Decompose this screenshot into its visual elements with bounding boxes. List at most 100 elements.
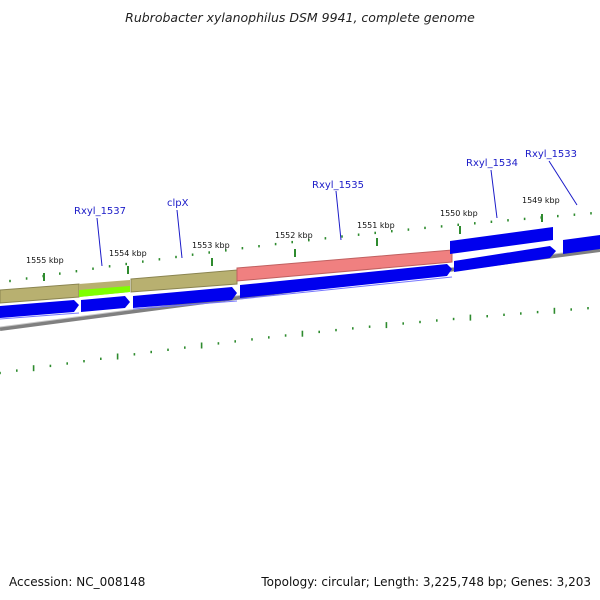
tick-mark (590, 212, 592, 215)
tick-mark (587, 307, 589, 310)
tick-mark (318, 330, 320, 334)
tick-mark (0, 371, 1, 375)
tick-mark (570, 308, 572, 311)
tick-mark (402, 322, 404, 325)
tick-mark (234, 340, 236, 343)
tick-mark (424, 226, 426, 230)
tick-mark (133, 353, 136, 356)
tick-mark (536, 310, 539, 314)
tick-mark (258, 245, 260, 248)
tick-mark (557, 214, 559, 218)
tick-mark (440, 225, 443, 228)
tick-mark (217, 342, 220, 345)
gene-label-rxyl-1537[interactable]: Rxyl_1537 (74, 206, 126, 217)
gene-labels: Rxyl_1537 clpX Rxyl_1535 Rxyl_1534 Rxyl_… (74, 149, 578, 267)
tick-mark (357, 233, 360, 236)
tick-mark (391, 230, 393, 233)
tick-mark (49, 364, 52, 368)
tick-mark (200, 342, 203, 349)
gene-label-rxyl-1534[interactable]: Rxyl_1534 (466, 158, 518, 169)
tick-label-1551: 1551 kbp (357, 221, 395, 230)
tick-mark (225, 249, 227, 252)
map-title: Rubrobacter xylanophilus DSM 9941, compl… (125, 10, 475, 25)
tick-mark (268, 336, 270, 339)
tick-mark (274, 242, 277, 246)
tick-mark (191, 253, 194, 256)
feature-track (0, 249, 453, 304)
tick-mark (241, 247, 244, 250)
tick-label-1552: 1552 kbp (275, 231, 313, 240)
tick-mark (251, 338, 253, 341)
tick-mark (92, 267, 94, 270)
tick-mark (291, 240, 293, 244)
feature-block-red (236, 249, 453, 282)
tick-mark (507, 219, 509, 222)
gene-label-rxyl-1535[interactable]: Rxyl_1535 (312, 180, 364, 191)
tick-mark (284, 334, 287, 337)
tick-mark (125, 262, 127, 266)
tick-mark (308, 239, 310, 242)
tick-mark (368, 325, 371, 328)
tick-mark (520, 312, 522, 315)
tick-mark (75, 270, 78, 273)
gene-label-clpx[interactable]: clpX (167, 198, 189, 209)
feature-block-olive-2 (130, 269, 238, 293)
tick-mark (503, 313, 505, 316)
tick-mark (208, 251, 210, 254)
tick-mark (452, 317, 455, 321)
tick-mark (436, 319, 438, 322)
cds-arrow-1 (0, 300, 79, 318)
tick-mark (116, 353, 119, 360)
tick-mark (25, 277, 28, 280)
cds-track (0, 227, 600, 320)
tick-mark (175, 255, 177, 259)
tick-mark (474, 222, 476, 225)
inner-tick-ring (0, 307, 589, 375)
major-ticks (43, 214, 543, 281)
cds-arrow-6 (450, 227, 553, 254)
cds-arrow-5 (454, 246, 556, 272)
feature-block-green-stripe (79, 286, 130, 297)
accession-text: Accession: NC_008148 (9, 575, 146, 589)
tick-mark (486, 315, 488, 318)
tick-mark (341, 235, 343, 238)
tick-mark (335, 328, 337, 332)
tick-mark (16, 369, 18, 372)
tick-mark (142, 260, 144, 263)
tick-label-1554: 1554 kbp (109, 249, 147, 258)
cds-arrow-7 (563, 235, 600, 254)
tick-mark (9, 279, 11, 283)
feature-block-olive-1 (0, 283, 80, 304)
tick-mark (469, 314, 472, 321)
tick-label-1553: 1553 kbp (192, 241, 230, 250)
tick-mark (407, 228, 410, 231)
gene-label-rxyl-1533[interactable]: Rxyl_1533 (525, 149, 577, 160)
tick-labels: 1555 kbp 1554 kbp 1553 kbp 1552 kbp 1551… (26, 196, 560, 265)
tick-mark (457, 223, 459, 226)
tick-mark (108, 265, 111, 268)
tick-mark (32, 365, 35, 372)
tick-mark (167, 348, 169, 351)
cds-arrow-3 (133, 287, 237, 308)
tick-mark (419, 320, 421, 324)
cds-arrow-2 (81, 296, 130, 312)
tick-mark (385, 322, 388, 329)
tick-mark (100, 357, 102, 360)
tick-mark (324, 237, 327, 240)
tick-mark (59, 272, 61, 275)
tick-label-1550: 1550 kbp (440, 209, 478, 218)
tick-mark (66, 362, 68, 365)
tick-mark (158, 258, 161, 261)
tick-label-1555: 1555 kbp (26, 256, 64, 265)
tick-label-1549: 1549 kbp (522, 196, 560, 205)
tick-mark (374, 231, 376, 235)
tick-mark (352, 327, 354, 330)
tick-mark (150, 350, 152, 354)
tick-mark (523, 217, 526, 221)
tick-mark (184, 346, 186, 349)
genome-summary-text: Topology: circular; Length: 3,225,748 bp… (261, 575, 591, 589)
tick-mark (83, 360, 85, 363)
tick-mark (573, 213, 576, 216)
tick-mark (490, 220, 493, 223)
